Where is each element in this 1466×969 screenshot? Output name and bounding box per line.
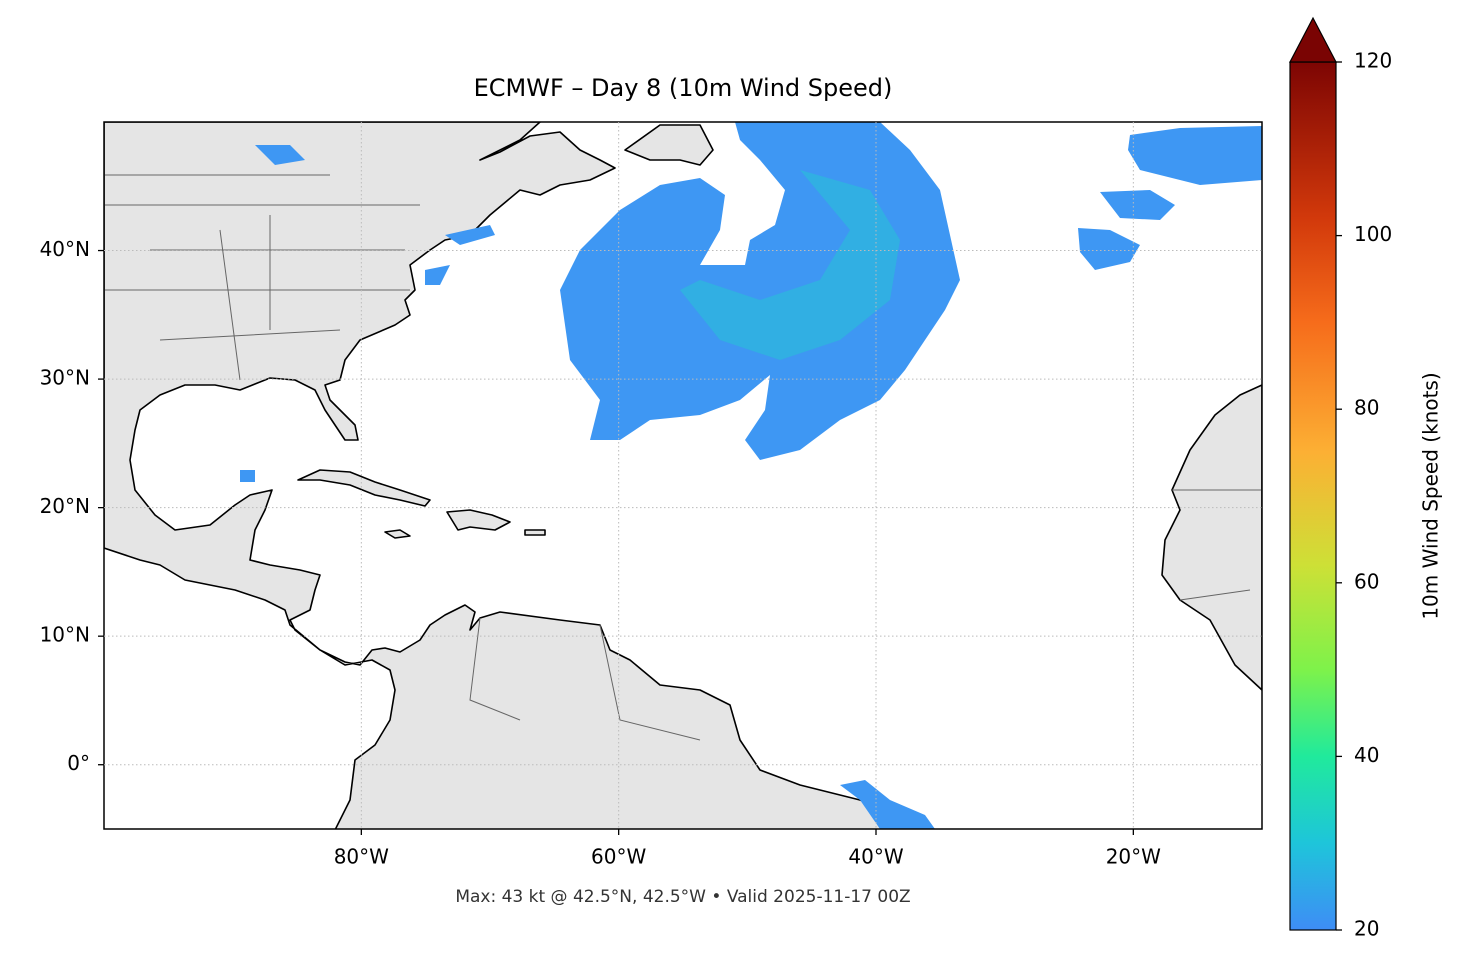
colorbar-extend bbox=[1289, 16, 1337, 63]
wind-field-core bbox=[680, 170, 900, 360]
y-tick-label: 10°N bbox=[40, 623, 90, 647]
hispaniola bbox=[446, 509, 511, 531]
jamaica bbox=[384, 529, 411, 539]
x-tick-label: 60°W bbox=[591, 845, 646, 869]
wind-field bbox=[1100, 190, 1175, 220]
colorbar-tick-label: 60 bbox=[1354, 569, 1379, 593]
y-tick-label: 30°N bbox=[40, 366, 90, 390]
map bbox=[104, 122, 1262, 829]
puerto-rico bbox=[524, 529, 546, 536]
y-tick-label: 0° bbox=[67, 751, 90, 775]
wind-field bbox=[560, 122, 960, 460]
wind-field bbox=[1128, 126, 1262, 185]
wind-field bbox=[1078, 228, 1140, 270]
map-frame bbox=[103, 121, 1263, 830]
colorbar-label: 10m Wind Speed (knots) bbox=[1419, 372, 1443, 619]
north-america bbox=[104, 122, 910, 829]
x-tick-label: 20°W bbox=[1106, 845, 1161, 869]
borders bbox=[104, 174, 1262, 741]
colorbar-tick-label: 80 bbox=[1354, 396, 1379, 420]
wind-field bbox=[840, 780, 935, 829]
africa bbox=[1161, 384, 1262, 691]
colorbar bbox=[1289, 61, 1337, 931]
colorbar-tick-label: 20 bbox=[1354, 917, 1379, 941]
colorbar-tick-label: 100 bbox=[1354, 222, 1392, 246]
cuba bbox=[297, 469, 431, 507]
x-tick-label: 40°W bbox=[848, 845, 903, 869]
y-tick-label: 40°N bbox=[40, 237, 90, 261]
chart-title: ECMWF – Day 8 (10m Wind Speed) bbox=[474, 74, 893, 102]
colorbar-tick-label: 40 bbox=[1354, 743, 1379, 767]
footer-note: Max: 43 kt @ 42.5°N, 42.5°W • Valid 2025… bbox=[455, 887, 910, 907]
y-tick-label: 20°N bbox=[40, 494, 90, 518]
colorbar-tick-label: 120 bbox=[1354, 49, 1392, 73]
newfoundland bbox=[624, 124, 714, 166]
x-tick-label: 80°W bbox=[334, 845, 389, 869]
